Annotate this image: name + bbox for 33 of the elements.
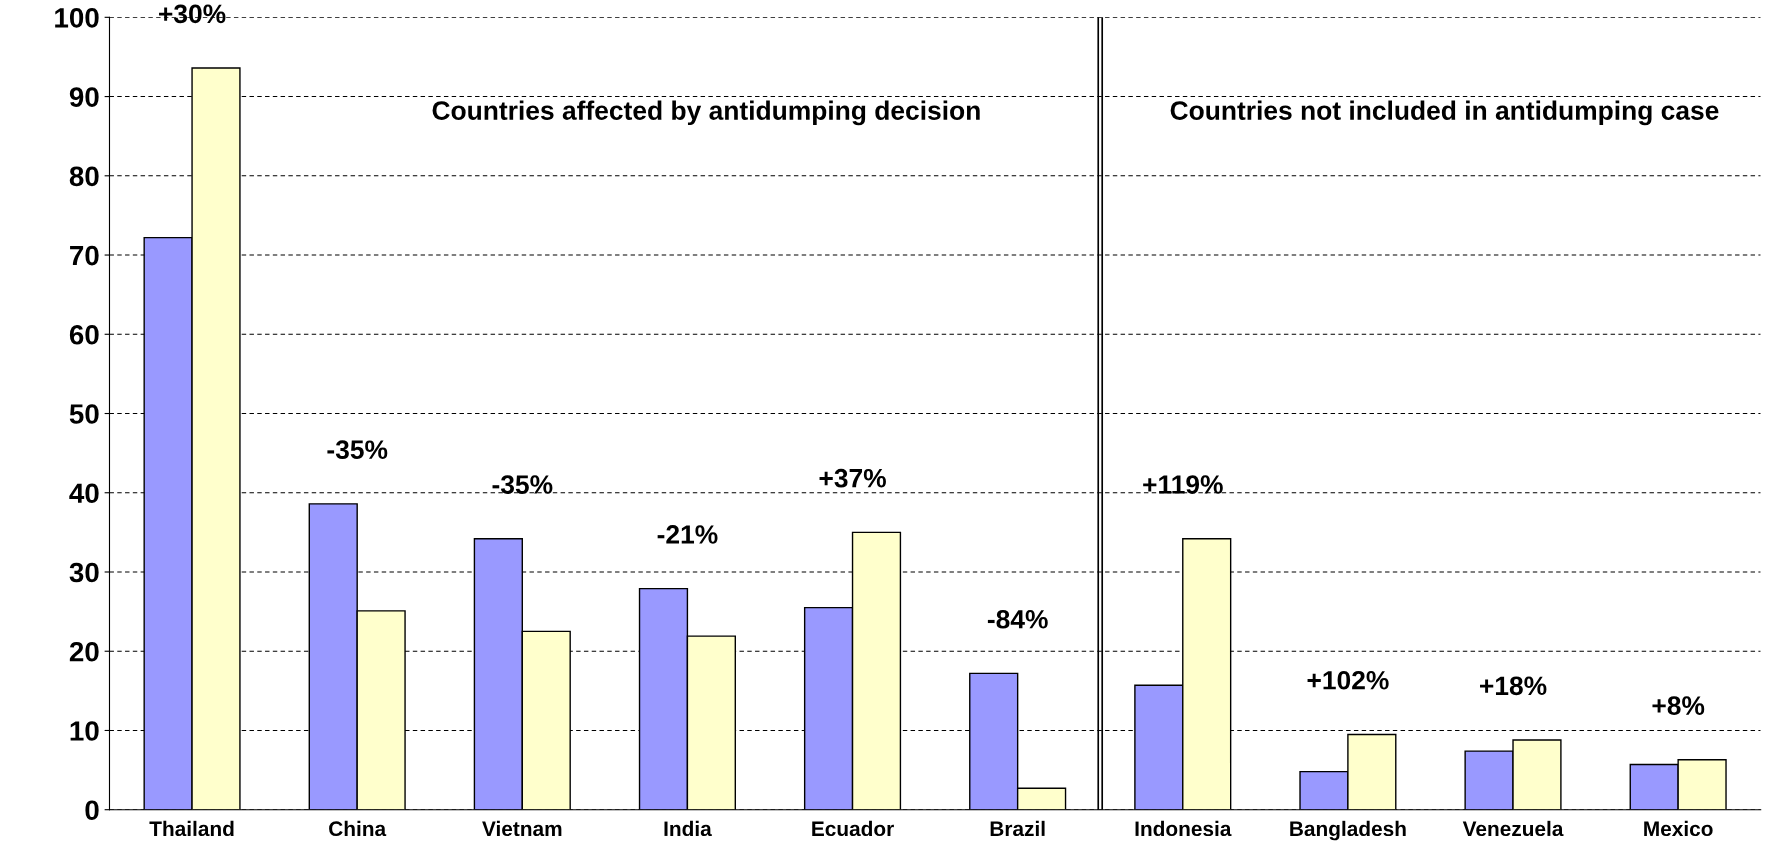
annotation: Countries affected by antidumping decision [432, 100, 980, 126]
y-tick-label: 40 [69, 483, 99, 504]
annotation: +18% [1480, 676, 1547, 696]
y-tick-label: 30 [69, 562, 99, 583]
annotation: +8% [1652, 696, 1705, 715]
y-tick-label: 20 [69, 641, 99, 662]
annotation: -21% [657, 525, 718, 544]
x-tick-label: Ecuador [812, 820, 894, 837]
annotation: -35% [327, 440, 388, 460]
y-tick-label: 0 [85, 800, 99, 821]
x-tick-label: Bangladesh [1290, 820, 1406, 841]
annotation: +102% [1307, 670, 1389, 690]
annotation: +30% [159, 4, 226, 24]
x-tick-label: Venezuela [1462, 820, 1564, 837]
y-tick-label: 70 [70, 245, 99, 266]
y-tick-label: 10 [70, 721, 99, 741]
y-tick-label: 80 [69, 166, 99, 187]
annotation: Countries not included in antidumping case [1170, 100, 1719, 126]
x-tick-label: China [329, 820, 387, 837]
x-tick-label: Thailand [149, 820, 234, 837]
annotation: +119% [1143, 475, 1223, 494]
annotation: +37% [819, 468, 886, 488]
x-tick-label: Brazil [990, 820, 1045, 837]
y-tick-label: 100 [55, 7, 99, 28]
y-tick-label: 50 [69, 404, 99, 424]
x-tick-label: Mexico [1644, 820, 1713, 837]
y-tick-label: 90 [69, 87, 99, 107]
x-tick-label: India [664, 820, 712, 837]
annotation: -84% [987, 609, 1048, 629]
x-tick-label: Vietnam [482, 820, 562, 837]
y-tick-label: 60 [69, 324, 99, 345]
annotation: -35% [492, 475, 553, 494]
x-tick-label: Indonesia [1135, 820, 1232, 837]
